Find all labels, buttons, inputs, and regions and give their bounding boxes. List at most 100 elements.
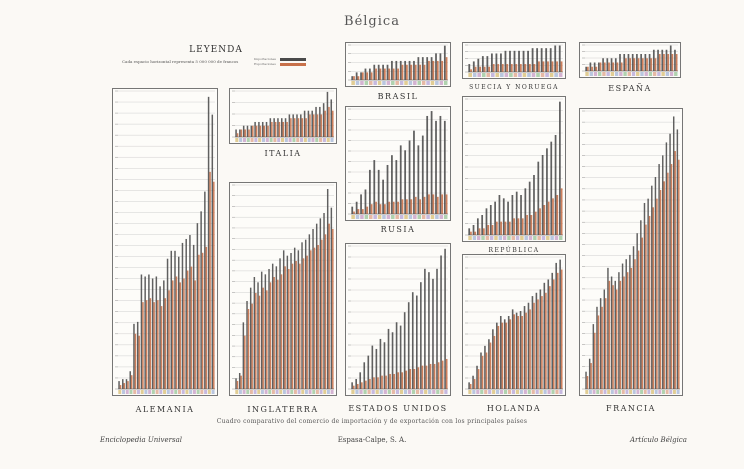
year-cell xyxy=(391,215,395,219)
year-cell xyxy=(444,390,448,394)
bar-export xyxy=(509,319,512,389)
year-cell xyxy=(676,390,680,394)
bar-export xyxy=(515,64,518,72)
bar-export xyxy=(469,384,472,389)
bar-export xyxy=(244,335,246,389)
year-cell xyxy=(360,81,364,85)
bar-import xyxy=(652,49,655,71)
bar-export xyxy=(637,58,640,71)
bar-export xyxy=(299,263,301,389)
year-cell xyxy=(430,81,435,85)
year-cell xyxy=(543,390,547,394)
bar-export xyxy=(244,129,246,137)
bar-export xyxy=(497,64,500,72)
year-cell xyxy=(140,390,144,394)
bar-export xyxy=(487,225,490,235)
bar-import xyxy=(174,250,176,389)
bar-export xyxy=(433,363,436,389)
year-cell xyxy=(559,236,563,240)
panel-frame-rep-blica-argentina xyxy=(462,96,566,242)
bar-export xyxy=(667,172,669,389)
bar-import xyxy=(674,49,676,71)
year-cell xyxy=(472,390,476,394)
year-cell xyxy=(282,390,286,394)
year-cell xyxy=(545,73,549,77)
year-cell xyxy=(277,138,281,142)
bar-import xyxy=(411,292,414,389)
year-cell xyxy=(382,215,386,219)
bar-export xyxy=(389,373,391,389)
year-cell xyxy=(657,72,661,76)
year-cell xyxy=(373,81,377,85)
bar-export xyxy=(547,201,550,235)
bar-export xyxy=(470,231,472,235)
bar-export xyxy=(397,68,399,80)
bar-import xyxy=(286,255,289,389)
bar-import xyxy=(387,328,390,389)
bar-export xyxy=(428,60,430,80)
bar-import xyxy=(355,72,358,80)
bar-import xyxy=(284,118,287,137)
bar-export xyxy=(172,280,174,389)
bar-import xyxy=(426,115,429,214)
bar-export xyxy=(650,58,653,71)
year-cell xyxy=(258,138,262,142)
bar-export xyxy=(361,209,364,214)
bar-export xyxy=(551,61,554,72)
year-cell xyxy=(588,390,592,394)
bar-import xyxy=(319,106,321,137)
bar-import xyxy=(559,259,561,389)
bar-import xyxy=(535,292,538,389)
bar-import xyxy=(536,48,539,72)
year-cell xyxy=(257,390,261,394)
bar-import xyxy=(235,378,237,389)
bar-import xyxy=(246,301,248,389)
year-cell xyxy=(360,215,364,219)
year-cell xyxy=(527,73,531,77)
year-cell xyxy=(404,81,408,85)
bar-import xyxy=(472,61,475,72)
bar-export xyxy=(328,106,330,137)
year-cell xyxy=(492,390,496,394)
bar-export xyxy=(393,373,395,389)
year-cell xyxy=(268,390,272,394)
year-cell xyxy=(363,390,367,394)
bar-export xyxy=(373,377,375,389)
bar-export xyxy=(539,208,541,235)
bar-import xyxy=(627,54,630,71)
bar-export xyxy=(504,221,507,235)
bar-export xyxy=(269,282,272,389)
bar-import xyxy=(242,125,245,137)
year-cell xyxy=(432,390,436,394)
year-cell xyxy=(415,390,420,394)
bar-export xyxy=(317,245,319,389)
bar-export xyxy=(534,211,537,235)
bar-import xyxy=(364,68,367,80)
bar-export xyxy=(641,58,644,71)
bar-export xyxy=(495,221,498,235)
bar-import xyxy=(311,110,313,137)
bar-import xyxy=(122,379,124,389)
year-cell xyxy=(527,390,531,394)
bar-export xyxy=(401,64,404,80)
bar-export xyxy=(278,121,281,137)
bar-export xyxy=(410,199,413,214)
bar-import xyxy=(315,106,317,137)
year-cell xyxy=(468,236,472,240)
bar-export xyxy=(370,72,373,80)
year-cell xyxy=(279,390,283,394)
year-cell xyxy=(558,73,563,77)
bar-export xyxy=(674,151,676,389)
bar-export xyxy=(553,279,555,389)
year-cell xyxy=(207,390,211,394)
year-cell xyxy=(468,390,472,394)
legend-entry-export: Exportaciones xyxy=(254,62,276,66)
bar-import xyxy=(498,195,501,235)
bar-export xyxy=(670,164,673,389)
bar-export xyxy=(591,66,593,71)
footer-publisher: Espasa-Calpe, S. A. xyxy=(337,436,407,444)
bar-import xyxy=(477,58,480,72)
bar-export xyxy=(524,64,527,72)
year-cell xyxy=(596,390,600,394)
chart-panel-italia xyxy=(229,88,337,144)
